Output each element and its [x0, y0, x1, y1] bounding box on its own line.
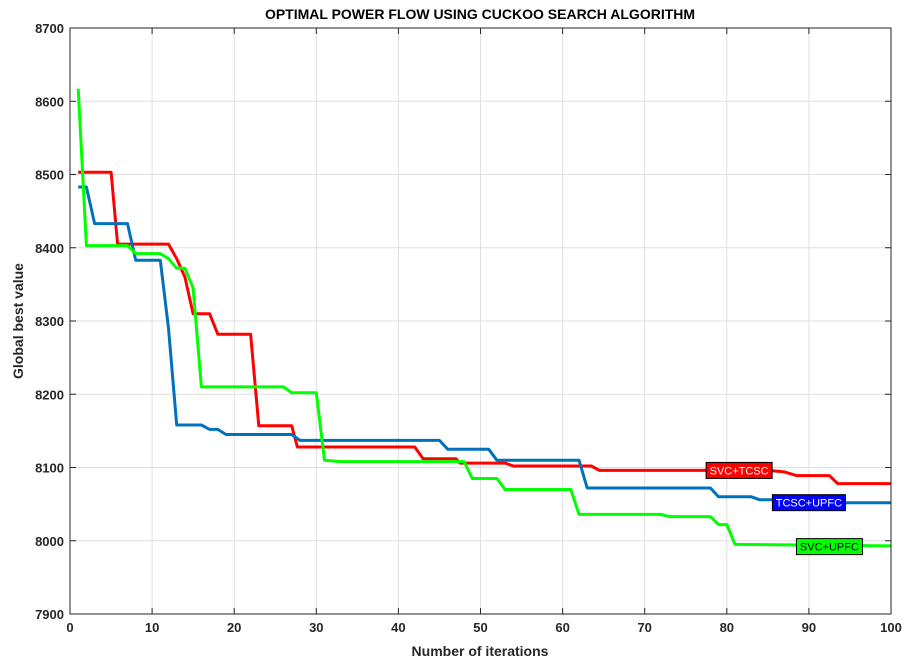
series-layer — [76, 88, 892, 548]
y-tick-label: 8500 — [35, 168, 64, 183]
y-tick-label: 8600 — [35, 94, 64, 109]
annotation-text: SVC+TCSC — [710, 465, 769, 477]
x-tick-label: 0 — [66, 620, 73, 635]
annotation-svc-tcsc: SVC+TCSC — [705, 461, 773, 479]
y-tick-label: 7900 — [35, 607, 64, 622]
y-tick-label: 8100 — [35, 461, 64, 476]
x-tick-label: 50 — [473, 620, 487, 635]
annotation-box — [705, 461, 773, 479]
x-axis-label: Number of iterations — [412, 643, 549, 659]
y-tick-label: 8000 — [35, 534, 64, 549]
y-tick-label: 8700 — [35, 21, 64, 36]
series-line-tcsc-upfc — [78, 185, 891, 505]
y-tick-label: 8400 — [35, 241, 64, 256]
series-line-svc-upfc — [76, 88, 892, 548]
y-tick-label: 8200 — [35, 387, 64, 402]
annotation-tcsc-upfc: TCSC+UPFC — [771, 494, 846, 512]
x-tick-label: 80 — [720, 620, 734, 635]
x-tick-label: 90 — [802, 620, 816, 635]
x-tick-label: 70 — [637, 620, 651, 635]
annotation-svc-upfc: SVC+UPFC — [795, 538, 863, 556]
annotations: SVC+TCSC TCSC+UPFC SVC+UPFC — [705, 461, 863, 556]
y-axis-label: Global best value — [10, 263, 26, 379]
annotation-text: TCSC+UPFC — [776, 498, 842, 510]
annotation-box — [795, 538, 863, 556]
x-tick-label: 100 — [880, 620, 902, 635]
ticks: 0 10 20 30 40 50 60 70 80 90 100 7900 8000 8100 8200 83… — [35, 21, 902, 635]
x-tick-label: 20 — [227, 620, 241, 635]
x-tick-label: 10 — [145, 620, 159, 635]
x-tick-label: 40 — [391, 620, 405, 635]
series-line-svc-tcsc — [78, 170, 891, 486]
chart-title: OPTIMAL POWER FLOW USING CUCKOO SEARCH A… — [265, 6, 695, 22]
x-tick-label: 30 — [309, 620, 323, 635]
annotation-text: SVC+UPFC — [800, 542, 859, 554]
annotation-box — [771, 494, 846, 512]
x-tick-label: 60 — [555, 620, 569, 635]
y-tick-label: 8300 — [35, 314, 64, 329]
